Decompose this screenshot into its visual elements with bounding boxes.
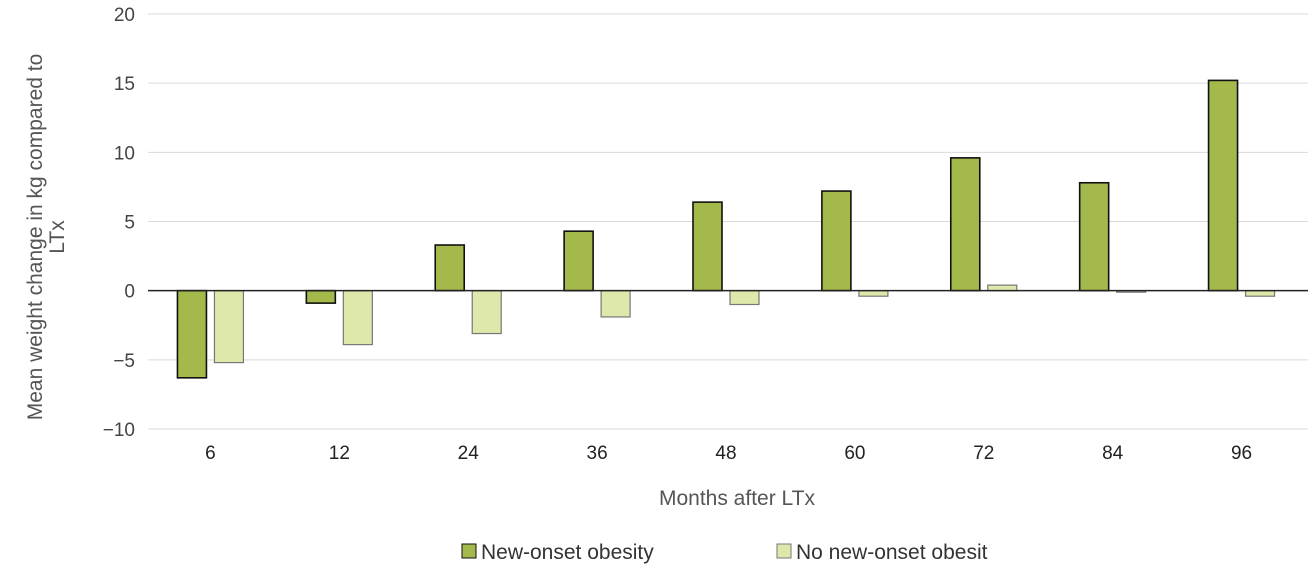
- y-tick-label: 20: [114, 5, 135, 26]
- bar-no-new-onset-obesity-24: [471, 290, 502, 335]
- x-axis-title: Months after LTx: [659, 487, 816, 510]
- bar-new-onset-obesity-96: [1207, 79, 1239, 292]
- y-axis-title-line-1: Mean weight change in kg compared to: [24, 54, 47, 421]
- legend-label-no-new-onset-obesity: No new-onset obesit: [796, 541, 988, 564]
- legend-swatch-new-onset-obesity: [461, 543, 477, 559]
- bar-no-new-onset-obesity-6: [213, 290, 245, 364]
- bar-new-onset-obesity-6: [176, 289, 208, 379]
- y-tick-label: 15: [114, 74, 135, 95]
- bar-no-new-onset-obesity-60: [858, 290, 889, 297]
- x-tick-label: 36: [587, 443, 608, 464]
- x-tick-label: 6: [205, 443, 216, 464]
- bars: [176, 79, 1276, 379]
- bar-new-onset-obesity-84: [1078, 181, 1110, 292]
- y-tick-label: −10: [103, 420, 135, 441]
- bar-new-onset-obesity-48: [692, 201, 723, 292]
- x-tick-label: 60: [844, 443, 865, 464]
- y-tick-label: 5: [124, 213, 135, 234]
- x-tick-label: 24: [458, 443, 480, 464]
- bar-no-new-onset-obesity-36: [600, 290, 631, 318]
- x-tick-label: 48: [715, 443, 736, 464]
- gridlines: [148, 13, 1308, 430]
- x-tick-label: 96: [1231, 443, 1252, 464]
- bar-new-onset-obesity-72: [949, 157, 981, 292]
- x-tick-label: 72: [973, 443, 994, 464]
- y-tick-label: 10: [114, 143, 135, 164]
- x-tick-label: 12: [329, 443, 350, 464]
- bar-no-new-onset-obesity-72: [987, 284, 1018, 292]
- bar-new-onset-obesity-12: [305, 289, 337, 304]
- bar-no-new-onset-obesity-12: [342, 290, 373, 346]
- legend-swatch-no-new-onset-obesity: [776, 543, 792, 559]
- bar-new-onset-obesity-24: [434, 244, 466, 292]
- y-tick-label: 0: [124, 282, 135, 303]
- y-axis-title: Mean weight change in kg compared to LTx: [24, 54, 69, 421]
- legend: New-onset obesity No new-onset obesit: [461, 541, 988, 564]
- bar-new-onset-obesity-36: [563, 230, 594, 292]
- bar-new-onset-obesity-60: [821, 190, 852, 292]
- y-axis-title-line-2: LTx: [46, 220, 69, 254]
- bar-no-new-onset-obesity-48: [729, 290, 760, 306]
- x-tick-labels: 6 12 24 36 48 60 72 84 96: [205, 443, 1252, 464]
- y-tick-label: −5: [113, 351, 135, 372]
- bar-no-new-onset-obesity-96: [1244, 290, 1276, 297]
- y-tick-labels: 20 15 10 5 0 −5 −10: [103, 5, 135, 441]
- x-tick-label: 84: [1102, 443, 1124, 464]
- legend-label-new-onset-obesity: New-onset obesity: [481, 541, 654, 564]
